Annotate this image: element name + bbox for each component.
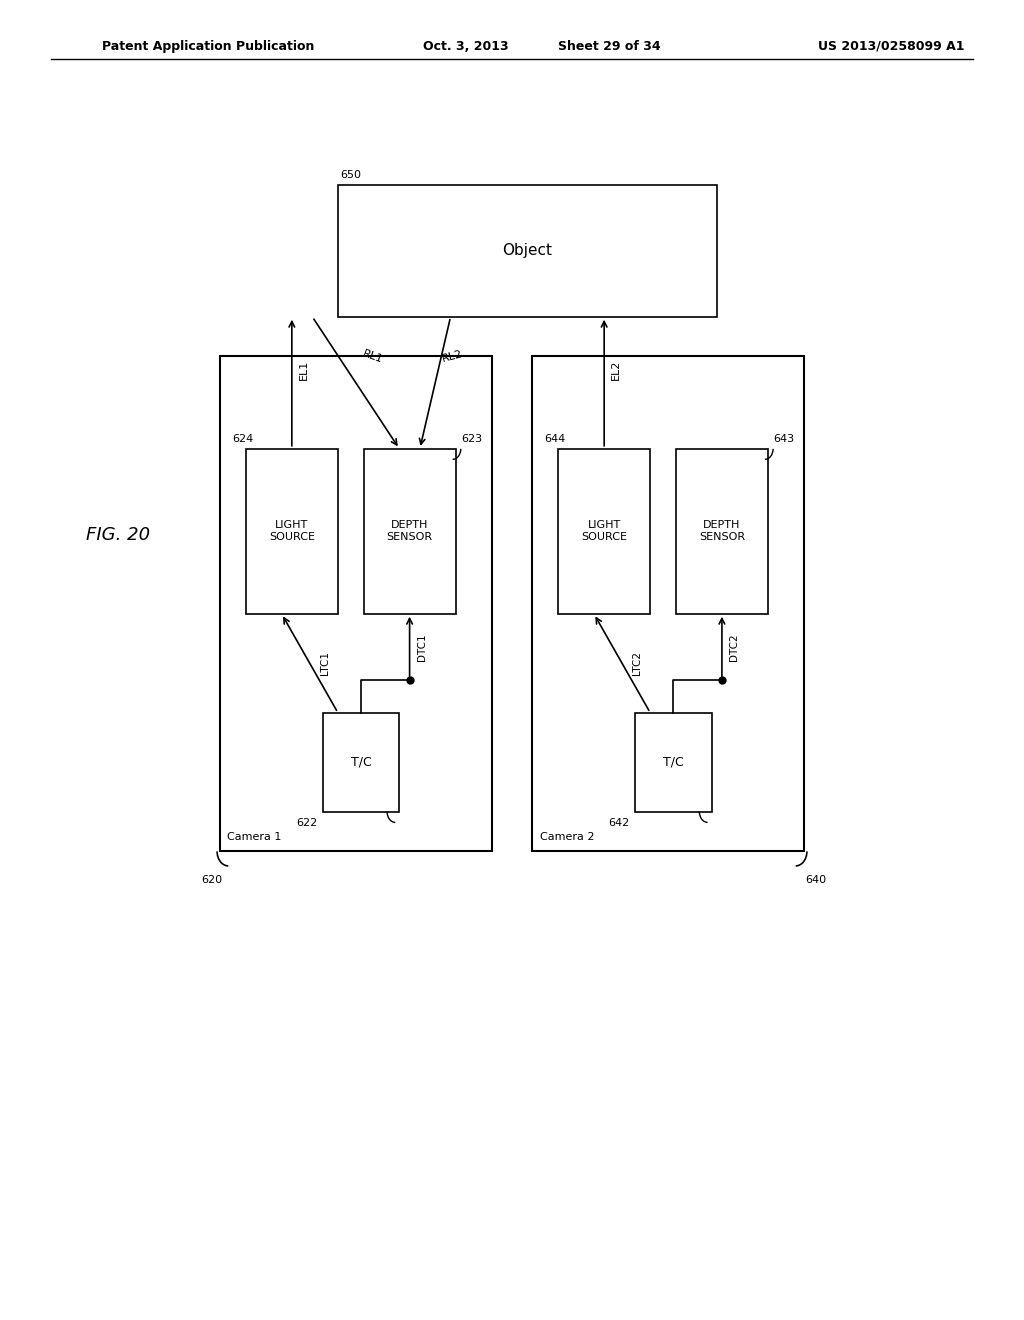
Text: RL2: RL2 [440,348,463,364]
Text: LIGHT
SOURCE: LIGHT SOURCE [269,520,314,543]
Text: Oct. 3, 2013: Oct. 3, 2013 [423,40,509,53]
Text: Object: Object [503,243,552,259]
Text: 624: 624 [232,433,253,444]
Text: 642: 642 [608,818,630,829]
Text: FIG. 20: FIG. 20 [86,525,150,544]
Text: Sheet 29 of 34: Sheet 29 of 34 [558,40,660,53]
FancyBboxPatch shape [220,356,492,851]
Text: LTC2: LTC2 [632,651,642,676]
Text: RL1: RL1 [360,348,384,364]
FancyBboxPatch shape [338,185,717,317]
Text: Patent Application Publication: Patent Application Publication [102,40,314,53]
Text: DTC1: DTC1 [417,634,427,660]
Text: EL1: EL1 [299,359,309,380]
FancyBboxPatch shape [246,449,338,614]
Text: LIGHT
SOURCE: LIGHT SOURCE [582,520,627,543]
Text: 623: 623 [461,433,482,444]
Text: T/C: T/C [350,756,372,768]
Text: LTC1: LTC1 [319,651,330,676]
Text: EL2: EL2 [611,359,622,380]
Text: DTC2: DTC2 [729,634,739,660]
Text: 620: 620 [202,875,222,886]
Text: T/C: T/C [663,756,684,768]
Text: 622: 622 [296,818,317,829]
FancyBboxPatch shape [558,449,650,614]
Text: US 2013/0258099 A1: US 2013/0258099 A1 [817,40,965,53]
FancyBboxPatch shape [323,713,399,812]
FancyBboxPatch shape [532,356,804,851]
FancyBboxPatch shape [635,713,712,812]
Text: DEPTH
SENSOR: DEPTH SENSOR [386,520,433,543]
FancyBboxPatch shape [676,449,768,614]
Text: DEPTH
SENSOR: DEPTH SENSOR [698,520,745,543]
Text: 650: 650 [340,169,361,180]
Text: 643: 643 [773,433,795,444]
Text: 640: 640 [806,875,826,886]
Text: Camera 2: Camera 2 [540,832,594,842]
FancyBboxPatch shape [364,449,456,614]
Text: 644: 644 [545,433,565,444]
Text: Camera 1: Camera 1 [227,832,282,842]
